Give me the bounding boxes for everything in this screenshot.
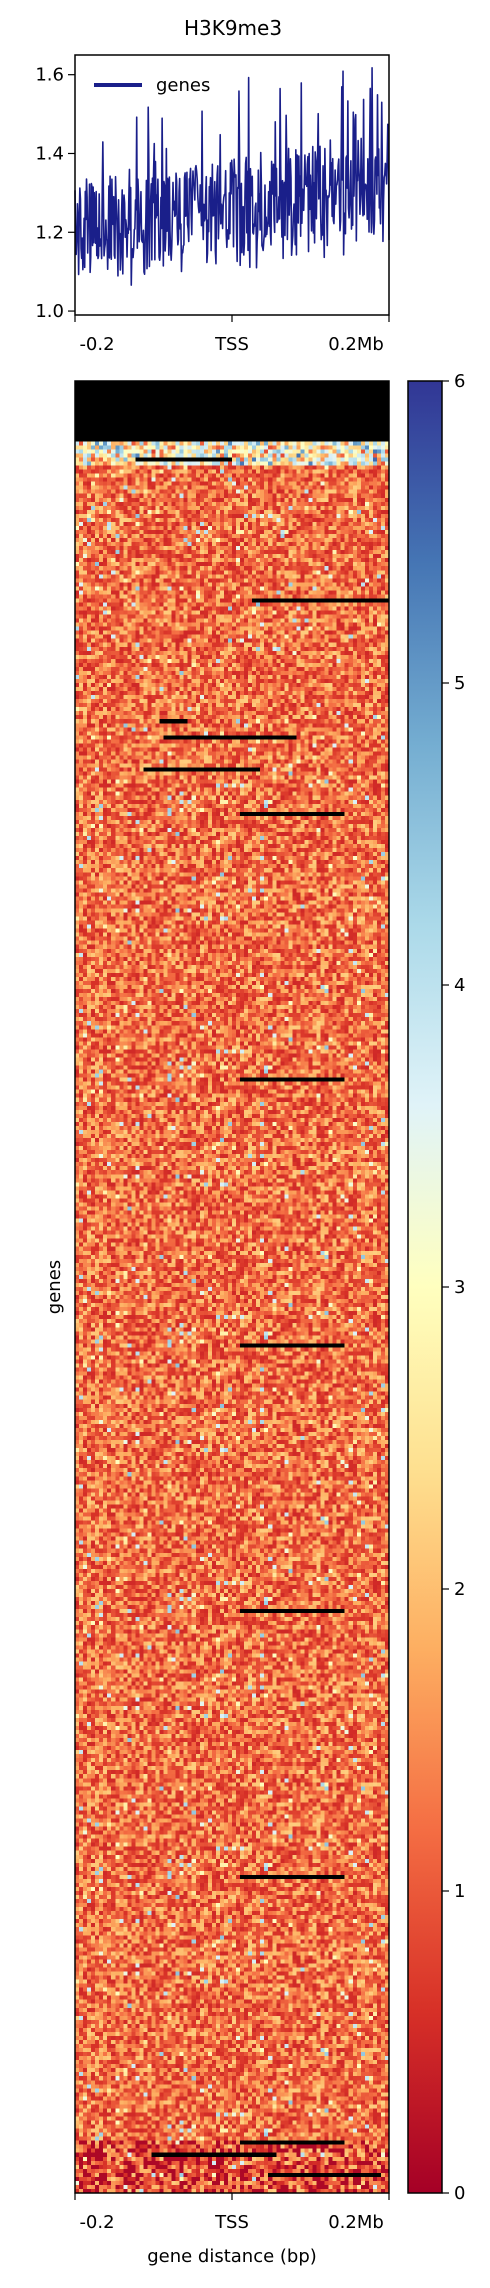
profile-line-genes [74, 67, 390, 286]
heatmap-cells [75, 381, 389, 2193]
legend-label: genes [156, 75, 210, 96]
profile-line-group [74, 67, 390, 286]
colorbar: 0 1 2 3 4 5 6 [407, 371, 465, 2204]
colorbar-tick-label: 6 [454, 371, 465, 392]
profile-title: H3K9me3 [184, 16, 282, 40]
profile-y-tick-label: 1.2 [35, 222, 64, 243]
heatmap-x-tick-label: -0.2 [79, 2212, 114, 2233]
heatmap-image [75, 381, 389, 2193]
heatmap-x-ticks: -0.2 TSS 0.2Mb [74, 2193, 390, 2233]
profile-y-tick-label: 1.0 [35, 301, 64, 322]
profile-x-tick-label: TSS [214, 334, 249, 355]
profile-x-tick-label: 0.2Mb [328, 334, 384, 355]
profile-x-ticks: -0.2 TSS 0.2Mb [74, 315, 390, 355]
colorbar-tick-label: 1 [454, 1881, 465, 1902]
heatmap-y-label: genes [44, 1260, 65, 1314]
profile-x-tick-label: -0.2 [79, 334, 114, 355]
colorbar-ticks: 0 1 2 3 4 5 6 [442, 371, 465, 2204]
heatmap-x-tick-label: 0.2Mb [328, 2212, 384, 2233]
colorbar-tick-label: 5 [454, 673, 465, 694]
heatmap-x-tick-label: TSS [214, 2212, 249, 2233]
colorbar-tick-label: 0 [454, 2183, 465, 2204]
profile-y-tick-label: 1.4 [35, 143, 64, 164]
colorbar-tick-label: 2 [454, 1579, 465, 1600]
profile-plot: H3K9me3 1.0 1.2 1.4 1.6 -0.2 TSS 0.2Mb gene… [35, 16, 390, 355]
profile-y-ticks: 1.0 1.2 1.4 1.6 [35, 65, 75, 322]
profile-legend: genes [94, 75, 210, 96]
colorbar-gradient [407, 380, 443, 2194]
heatmap-plot: genes -0.2 TSS 0.2Mb gene distance (bp) [44, 380, 390, 2267]
profile-y-tick-label: 1.6 [35, 65, 64, 86]
colorbar-tick-label: 4 [454, 975, 465, 996]
colorbar-tick-label: 3 [454, 1277, 465, 1298]
heatmap-x-label: gene distance (bp) [147, 2246, 317, 2267]
